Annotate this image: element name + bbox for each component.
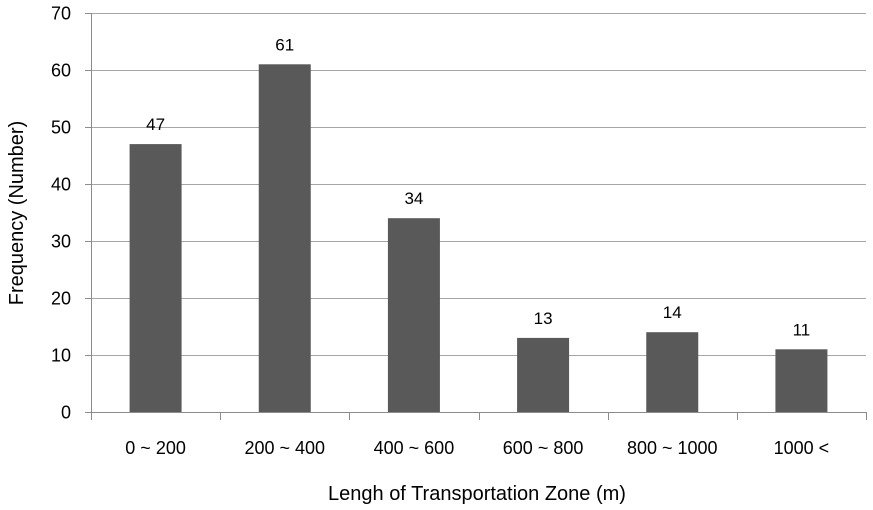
x-tick-label: 1000 < xyxy=(774,438,830,458)
bar-5 xyxy=(646,332,699,412)
y-axis-title: Frequency (Number) xyxy=(6,121,28,306)
bar-4 xyxy=(517,337,570,412)
bar-2 xyxy=(258,64,311,413)
data-label: 47 xyxy=(146,115,165,134)
axes xyxy=(85,13,867,420)
x-tick-label: 600 ~ 800 xyxy=(503,438,584,458)
y-tick-label: 0 xyxy=(61,403,71,423)
y-tick-label: 50 xyxy=(51,118,71,138)
y-tick-label: 10 xyxy=(51,346,71,366)
y-tick-labels: 0 10 20 30 40 50 60 70 xyxy=(51,4,71,423)
y-tick-label: 60 xyxy=(51,61,71,81)
x-tick-label: 400 ~ 600 xyxy=(374,438,455,458)
y-tick-label: 40 xyxy=(51,175,71,195)
x-axis-title: Lengh of Transportation Zone (m) xyxy=(328,483,626,505)
data-label: 61 xyxy=(275,35,294,54)
bars xyxy=(129,64,828,413)
y-tick-label: 20 xyxy=(51,289,71,309)
data-label: 34 xyxy=(404,189,423,208)
x-tick-label: 800 ~ 1000 xyxy=(627,438,718,458)
y-tick-label: 70 xyxy=(51,4,71,24)
x-tick-label: 0 ~ 200 xyxy=(125,438,186,458)
gridlines xyxy=(91,13,866,356)
data-label: 11 xyxy=(793,320,811,339)
bar-3 xyxy=(387,218,440,412)
x-tick-label: 200 ~ 400 xyxy=(244,438,325,458)
bar-1 xyxy=(129,144,182,412)
x-tick-labels: 0 ~ 200 200 ~ 400 400 ~ 600 600 ~ 800 800 ~ … xyxy=(125,438,829,458)
bar-6 xyxy=(775,349,828,412)
data-label: 13 xyxy=(534,309,553,328)
y-tick-label: 30 xyxy=(51,232,71,252)
data-label: 14 xyxy=(663,303,682,322)
data-labels: 47 61 34 13 14 11 xyxy=(146,35,810,339)
